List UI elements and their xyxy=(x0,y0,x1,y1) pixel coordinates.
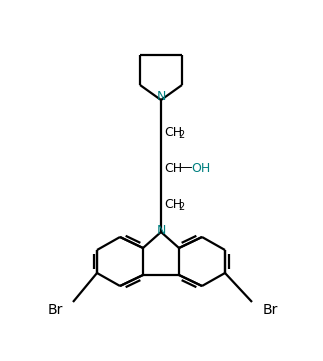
Text: —: — xyxy=(179,161,192,174)
Text: CH: CH xyxy=(164,197,182,210)
Text: Br: Br xyxy=(47,303,63,317)
Text: CH: CH xyxy=(164,126,182,139)
Text: 2: 2 xyxy=(178,130,184,140)
Text: N: N xyxy=(156,223,166,236)
Text: N: N xyxy=(156,91,166,104)
Text: OH: OH xyxy=(191,161,210,174)
Text: Br: Br xyxy=(262,303,278,317)
Text: 2: 2 xyxy=(178,202,184,212)
Text: CH: CH xyxy=(164,161,182,174)
